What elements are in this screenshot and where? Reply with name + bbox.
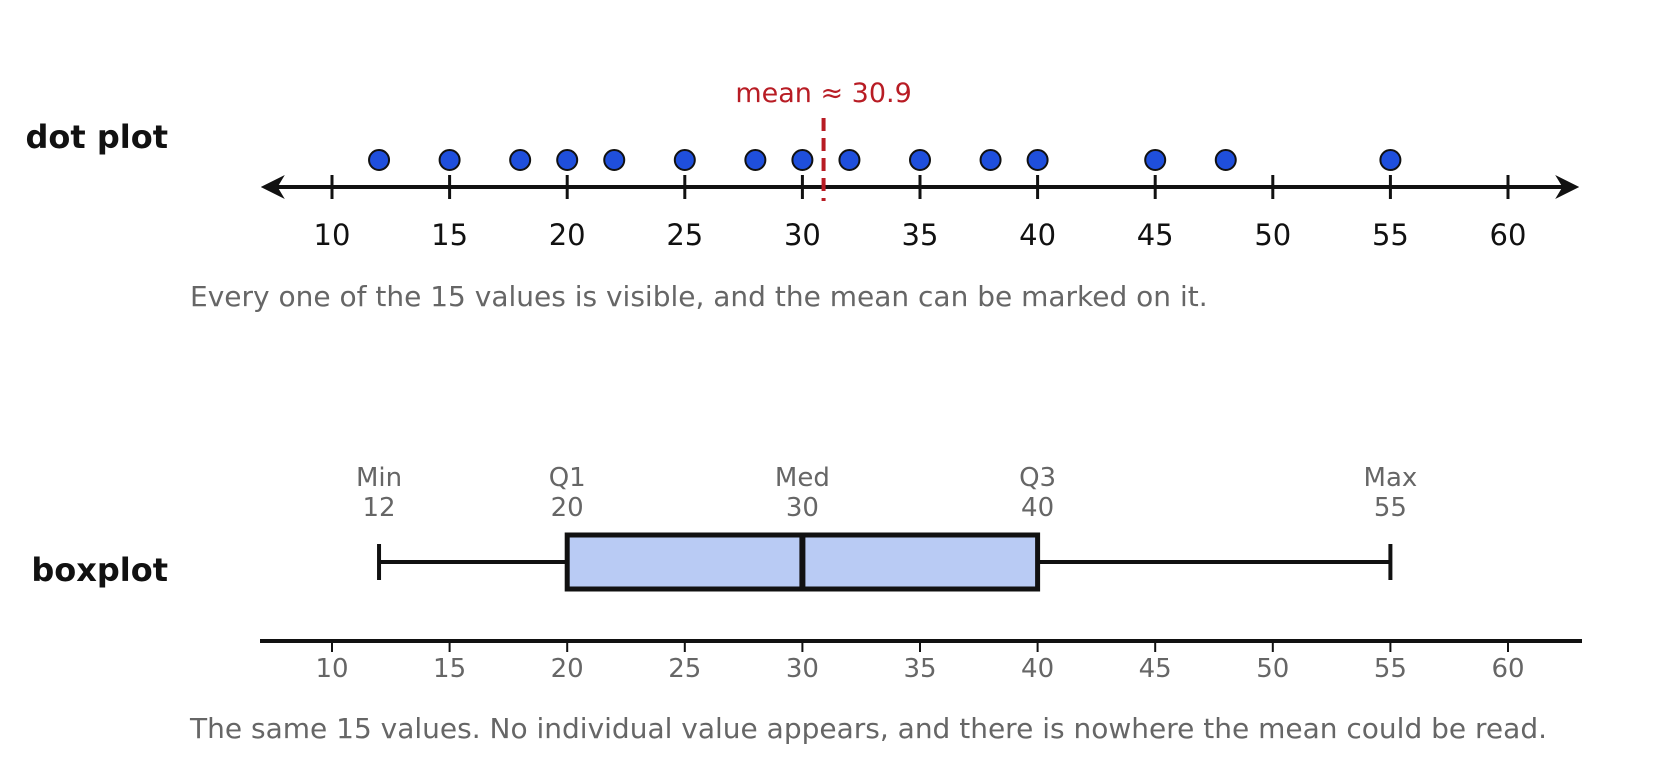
boxplot-tick-label: 30	[786, 654, 819, 684]
boxplot-ticks	[331, 641, 1509, 652]
boxplot-tick-label: 20	[551, 654, 584, 684]
boxplot-stat-name: Q1	[549, 463, 586, 493]
boxplot-stat-value: 20	[551, 493, 584, 523]
boxplot-stat-name: Med	[775, 463, 830, 493]
dot-plot-tick-label: 60	[1490, 218, 1527, 252]
boxplot-row-label: boxplot	[31, 551, 168, 589]
boxplot-tick-label: 45	[1139, 654, 1172, 684]
dot-plot-ticks	[330, 175, 1510, 199]
boxplot-stat-value: 30	[786, 493, 819, 523]
dot-plot-point	[1379, 149, 1402, 171]
boxplot-tick-label: 55	[1374, 654, 1407, 684]
dot-plot-point	[556, 149, 579, 171]
dot-plot-tick-label: 10	[314, 218, 351, 252]
boxplot-stat-name: Q3	[1019, 463, 1056, 493]
dot-plot-row-label: dot plot	[26, 118, 168, 156]
dot-plot-point	[1026, 149, 1049, 171]
dot-plot-point	[438, 149, 461, 171]
dot-plot-point	[368, 149, 391, 171]
dot-plot-point	[1144, 149, 1167, 171]
boxplot-tick-labels: 10 15 20 25 30 35 40 45 50 55 60	[315, 654, 1524, 684]
boxplot-tick-label: 15	[433, 654, 466, 684]
dot-plot-tick-label: 15	[431, 218, 468, 252]
dot-plot-point	[1214, 149, 1237, 171]
boxplot-stat-name: Min	[356, 463, 402, 493]
boxplot-caption: The same 15 values. No individual value …	[189, 712, 1547, 745]
mean-label: mean ≈ 30.9	[735, 78, 911, 109]
dot-plot-points	[368, 149, 1402, 171]
boxplot-stat-value: 55	[1374, 493, 1407, 523]
boxplot-tick-label: 35	[903, 654, 936, 684]
dot-plot-point	[673, 149, 696, 171]
dot-plot-point	[838, 149, 861, 171]
dot-plot-caption: Every one of the 15 values is visible, a…	[190, 280, 1208, 313]
boxplot-tick-label: 10	[315, 654, 348, 684]
dot-plot-tick-label: 20	[549, 218, 586, 252]
dot-plot-point	[744, 149, 767, 171]
dot-plot-panel: dot plot 10 15 20 25 30 35 40 45 50 55 60 mean ≈ 3…	[26, 78, 1580, 313]
boxplot-tick-label: 25	[668, 654, 701, 684]
dot-plot-point	[509, 149, 532, 171]
boxplot-stat-name: Max	[1364, 463, 1418, 493]
boxplot-stat-value: 40	[1021, 493, 1054, 523]
boxplot-tick-label: 50	[1256, 654, 1289, 684]
dot-plot-point	[791, 149, 814, 171]
dot-plot-tick-label: 30	[784, 218, 821, 252]
dot-plot-tick-label: 45	[1137, 218, 1174, 252]
dot-plot-tick-label: 25	[666, 218, 703, 252]
dot-plot-point	[909, 149, 931, 171]
dot-plot-point	[603, 149, 626, 171]
dot-plot-tick-label: 55	[1372, 218, 1409, 252]
boxplot-stat-value: 12	[362, 493, 395, 523]
dot-plot-tick-label: 50	[1254, 218, 1291, 252]
dot-plot-tick-label: 40	[1019, 218, 1056, 252]
boxplot-tick-label: 40	[1021, 654, 1054, 684]
dot-plot-tick-label: 35	[902, 218, 939, 252]
dot-plot-point	[979, 149, 1002, 171]
dot-plot-tick-labels: 10 15 20 25 30 35 40 45 50 55 60	[314, 218, 1527, 252]
boxplot-tick-label: 60	[1491, 654, 1524, 684]
